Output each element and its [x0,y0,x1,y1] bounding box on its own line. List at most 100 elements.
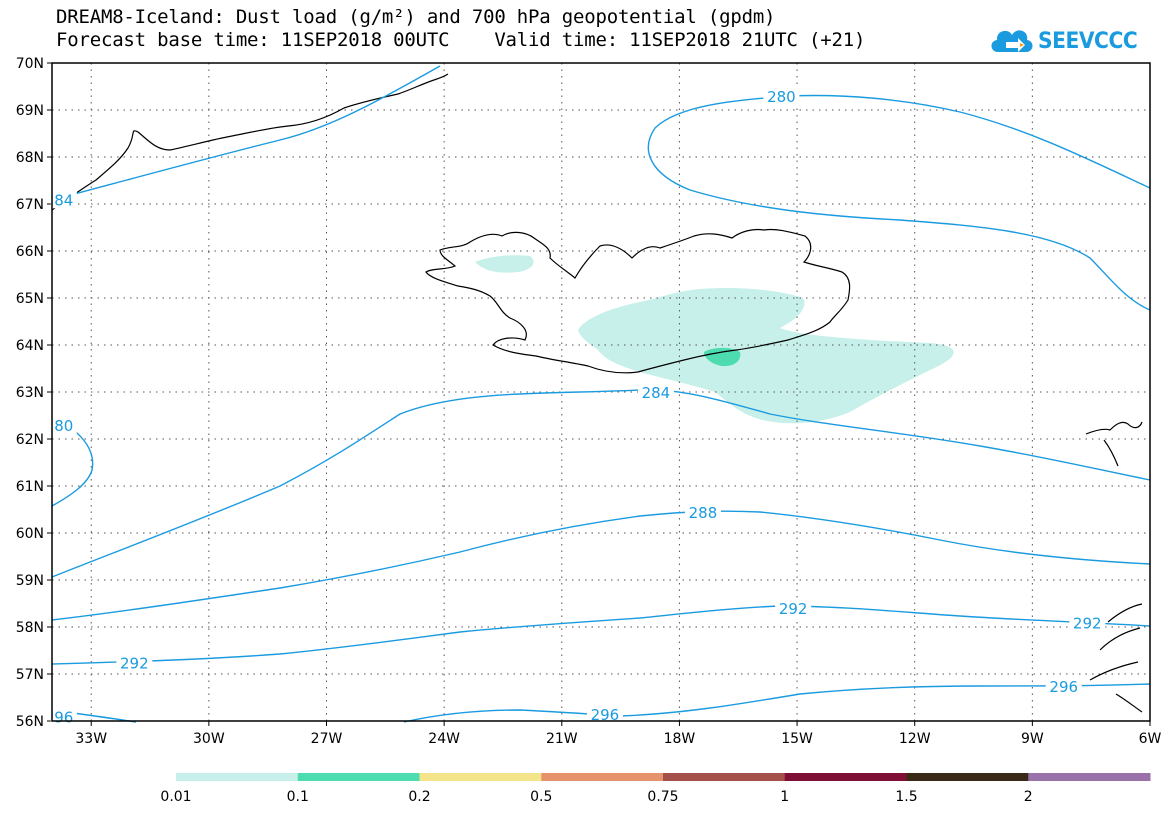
latitude-labels: 70N 69N 68N 67N 66N 65N 64N 63N 62N 61N 60N 59N 58N 5… [16,56,44,730]
lat-label: 63N [16,385,44,401]
contour-labels: 280 284 288 292 292 292 296 296 96 80 84 [50,86,1106,726]
lon-label: 18W [664,731,696,747]
contour-label-background [763,86,800,105]
legend-label: 0.1 [287,789,309,805]
contour-284 [51,389,1151,578]
contour-label: 296 [591,706,620,724]
lon-label: 21W [546,731,578,747]
lon-label: 33W [75,731,107,747]
legend-swatch [1028,773,1151,781]
map-title: DREAM8-Iceland: Dust load (g/m²) and 700… [56,6,776,28]
contour-label-background [1069,613,1106,632]
contour-label-group: 292 [116,653,153,672]
scotland-coastline [1089,603,1143,713]
contour-label: 84 [54,191,73,209]
contour-label-group: 80 [50,415,77,435]
contour-label-background [586,704,623,723]
lat-label: 69N [16,103,44,119]
legend-label: 1.5 [895,789,917,805]
contour-label-group: 288 [684,502,721,522]
legend-swatch [297,773,420,781]
contour-label: 80 [54,417,73,435]
lon-label: 6W [1139,731,1162,747]
contour-280-north [51,65,441,201]
lat-label: 57N [16,667,44,683]
contour-label-group: 284 [637,383,674,402]
lat-label: 66N [16,244,44,260]
seevccc-logo: SEEVCCC [988,20,1138,60]
contour-label-background [116,653,153,672]
lat-label: 60N [16,526,44,542]
dust-area-high [704,347,741,367]
longitude-labels: 33W 30W 27W 24W 21W 18W 15W 12W 9W 6W [75,731,1161,747]
contour-288 [51,510,1151,621]
contour-label-group: 84 [50,190,77,209]
legend-swatch [176,773,299,781]
legend-label: 2 [1024,789,1033,805]
contour-label-background [50,415,77,434]
legend-label: 0.2 [408,789,430,805]
lat-label: 56N [16,714,44,730]
lat-label: 67N [16,197,44,213]
logo-text: SEEVCCC [1038,29,1138,54]
greenland-coastline [51,73,449,211]
lat-label: 70N [16,56,44,72]
lat-label: 59N [16,573,44,589]
lon-label: 27W [311,731,343,747]
coastlines [51,73,1143,713]
lat-label: 62N [16,432,44,448]
lat-label: 65N [16,291,44,307]
graticule [47,62,1151,726]
legend-label: 1 [780,789,789,805]
contour-label: 96 [54,708,73,726]
colorbar-legend: 0.01 0.1 0.2 0.5 0.75 1 1.5 2 [160,773,1151,805]
contour-label-group: 280 [763,86,800,106]
dust-load-shading [475,255,954,424]
norway-coastline [1085,421,1143,467]
legend-label: 0.5 [530,789,552,805]
legend-label: 0.75 [647,789,678,805]
geopotential-contours [51,65,1151,723]
contour-label: 288 [689,504,718,522]
lat-label: 68N [16,150,44,166]
legend-swatch [784,773,907,781]
lat-label: 61N [16,479,44,495]
contour-label-group: 292 [1069,613,1106,632]
contour-280-loop [647,94,1151,311]
contour-label-group: 296 [1045,676,1082,696]
contour-label: 292 [120,654,149,672]
lon-label: 9W [1021,731,1044,747]
lat-label: 64N [16,338,44,354]
contour-label: 284 [642,384,671,402]
lon-label: 30W [193,731,225,747]
contour-label: 280 [767,88,796,106]
contour-label: 292 [779,600,808,618]
dust-area-low [578,288,954,424]
contour-292 [51,605,1151,665]
contour-label-background [775,599,812,618]
legend-label: 0.01 [160,789,191,805]
dust-area-low-west [475,255,534,273]
lon-label: 12W [899,731,931,747]
contour-label-background [637,383,674,401]
contour-label-background [684,502,721,521]
contour-label: 296 [1049,678,1078,696]
contour-label-group: 292 [775,599,812,618]
iceland-coastline [425,228,851,374]
map-subtitle: Forecast base time: 11SEP2018 00UTC Vali… [56,29,866,51]
contour-label: 292 [1073,614,1102,632]
lat-label: 58N [16,620,44,636]
map-frame [51,62,1151,722]
lon-label: 15W [781,731,813,747]
contour-label-background [50,190,77,209]
lon-label: 24W [428,731,460,747]
cloud-icon [991,30,1033,52]
legend-swatch [663,773,786,781]
legend-swatch [419,773,542,781]
legend-swatch [541,773,664,781]
contour-label-group: 96 [50,707,77,726]
contour-label-background [1045,676,1082,695]
legend-swatch [906,773,1029,781]
contour-label-group: 296 [586,704,623,724]
